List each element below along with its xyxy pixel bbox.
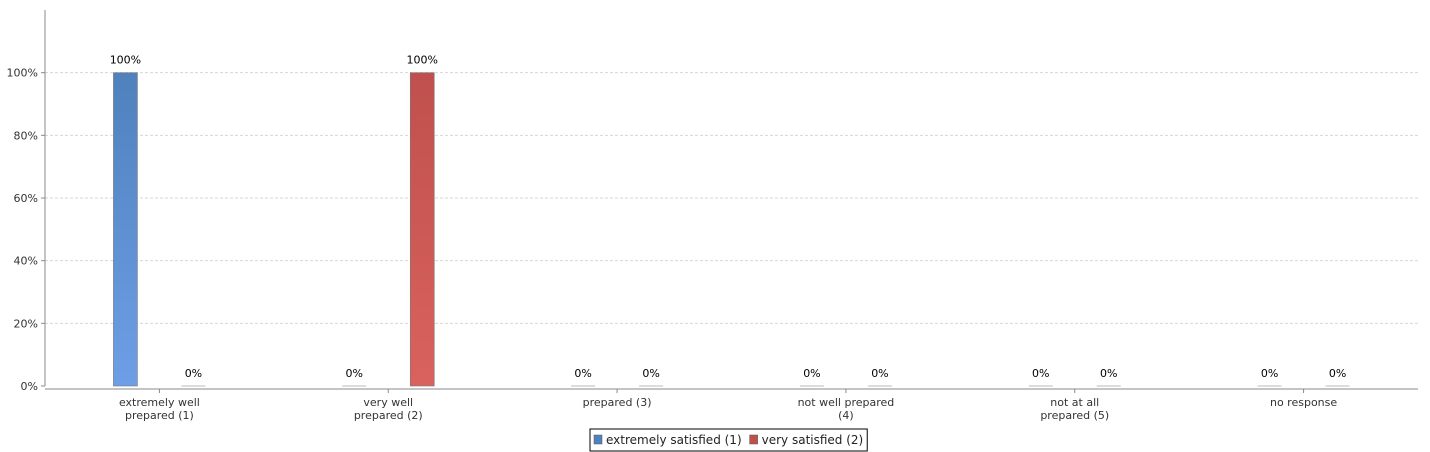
data-label: 100% <box>110 54 141 67</box>
bar-very-satisfied <box>409 72 435 387</box>
x-category-label: not at all prepared (5) <box>1040 396 1109 422</box>
bar-extremely-satisfied <box>113 72 138 387</box>
legend-swatch <box>749 434 758 445</box>
legend: extremely satisfied (1) very satisfied (2… <box>589 428 868 452</box>
data-label: 0% <box>803 367 820 380</box>
legend-entry: extremely satisfied (1) <box>606 433 742 447</box>
legend-entry: very satisfied (2) <box>762 433 864 447</box>
gridlines <box>45 72 1418 324</box>
data-label: 0% <box>574 367 591 380</box>
x-category-label: prepared (3) <box>583 396 652 409</box>
x-category-label: not well prepared (4) <box>798 396 895 422</box>
legend-swatch <box>593 434 603 445</box>
data-label: 0% <box>1261 367 1278 380</box>
x-category-label: extremely well prepared (1) <box>119 396 200 422</box>
data-label: 0% <box>1329 367 1346 380</box>
bars <box>113 72 1350 387</box>
x-category-label: no response <box>1270 396 1337 409</box>
y-tick-label: 20% <box>14 317 38 330</box>
y-tick-label: 80% <box>14 129 38 142</box>
legend-box <box>589 428 868 452</box>
y-tick-label: 0% <box>21 380 38 393</box>
data-labels: 100% 0% 0% 0% 0% 0% 0% 100% 0% 0% 0% 0% <box>110 54 1347 380</box>
y-tick-label: 100% <box>7 67 38 80</box>
data-label: 0% <box>185 367 202 380</box>
x-category-label: very well prepared (2) <box>354 396 423 422</box>
data-label: 0% <box>1032 367 1049 380</box>
y-tick-label: 40% <box>14 255 38 268</box>
data-label: 0% <box>1100 367 1117 380</box>
data-label: 100% <box>407 54 438 67</box>
data-label: 0% <box>871 367 888 380</box>
y-tick-label: 60% <box>14 192 38 205</box>
data-label: 0% <box>346 367 363 380</box>
data-label: 0% <box>642 367 659 380</box>
axes: 0% 20% 40% 60% 80% 100% extremely well prepared… <box>7 10 1418 422</box>
